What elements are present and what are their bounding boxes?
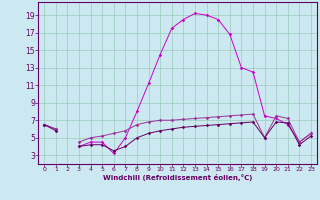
X-axis label: Windchill (Refroidissement éolien,°C): Windchill (Refroidissement éolien,°C) bbox=[103, 174, 252, 181]
